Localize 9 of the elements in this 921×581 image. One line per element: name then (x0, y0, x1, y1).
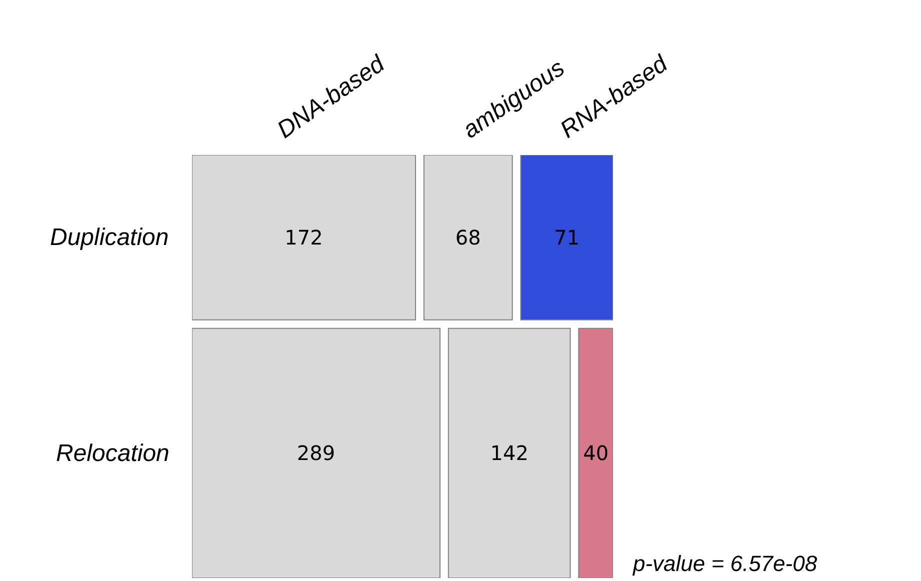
data-label: 172 (284, 225, 323, 250)
text: p-value = 6.57e-08 (632, 551, 818, 576)
data-label: 289 (296, 441, 336, 466)
series-label: Relocation (56, 440, 170, 467)
data-label: 68 (455, 225, 481, 250)
series-label: Duplication (50, 224, 169, 251)
data-label: 71 (554, 225, 580, 250)
data-label: 40 (583, 441, 609, 466)
data-label: 142 (490, 441, 528, 466)
